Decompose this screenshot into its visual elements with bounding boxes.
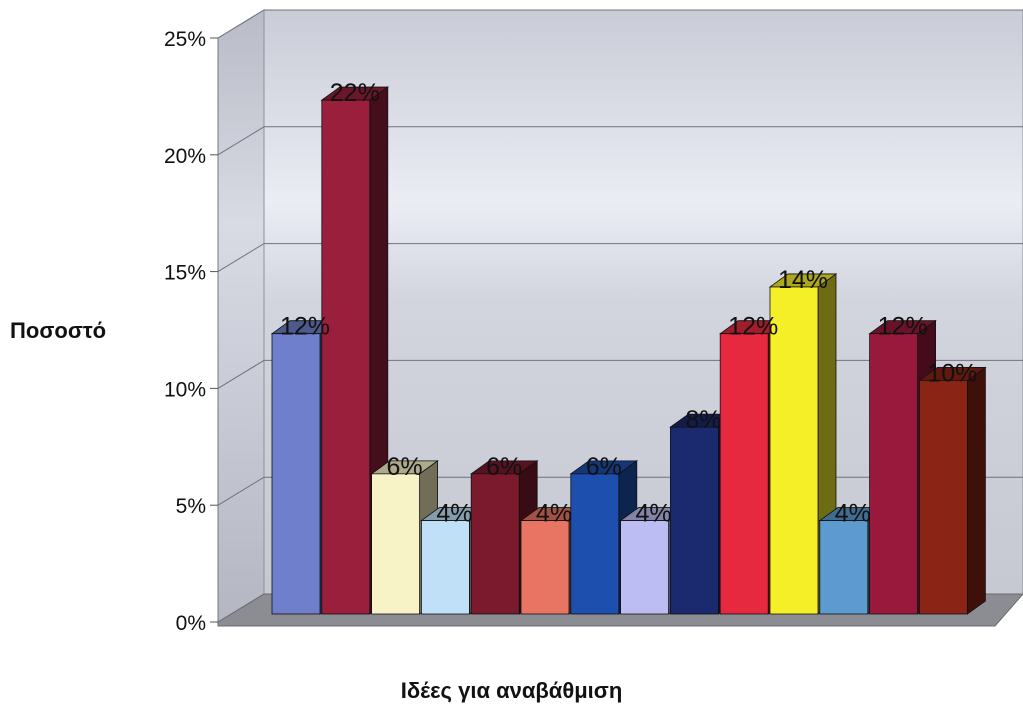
y-tick-label: 10% [164,378,206,401]
data-label: 6% [586,453,622,481]
gridline [217,243,1023,273]
y-tick-label: 0% [176,612,206,635]
data-label: 4% [835,500,871,528]
data-label: 4% [436,500,472,528]
data-label: 12% [280,313,330,341]
bars [270,86,987,615]
bar-front [670,426,719,615]
y-tick-label: 20% [164,145,206,168]
data-label: 6% [486,453,522,481]
bar-front [719,333,769,615]
y-tick-label: 25% [164,28,206,51]
bar-front [420,520,470,615]
data-labels: 12%22%6%4%6%4%6%4%8%12%14%4%12%10% [280,79,977,527]
y-axis-ticks: 0% 5% 10% 15% 20% 25% [164,28,218,635]
data-label: 4% [636,500,672,528]
data-label: 4% [536,500,572,528]
y-tick-label: 15% [164,262,206,285]
bar-front [321,99,371,615]
data-label: 12% [878,313,928,341]
data-label: 14% [778,266,828,294]
bar-front [620,520,669,615]
data-label: 22% [330,79,380,107]
data-label: 8% [685,406,721,434]
bar-front [271,333,321,615]
bar-front [869,333,918,615]
gridline [217,126,1023,156]
bar-front [470,473,520,615]
bar-front [819,520,869,615]
data-label: 10% [927,359,977,387]
bar-front [520,520,570,615]
data-label: 12% [728,313,778,341]
y-tick-label: 5% [176,495,206,518]
x-axis-label: Ιδέες για αναβάθμιση [400,678,623,703]
bar-front [919,379,968,615]
bar-front [371,473,421,615]
bar-side [967,366,986,615]
side-wall [217,9,265,623]
bar-front [570,473,620,615]
bar [918,366,987,615]
bar-front [769,286,819,615]
y-axis-label: Ποσοστό [10,318,107,343]
data-label: 6% [387,453,423,481]
gridline [217,9,1023,39]
